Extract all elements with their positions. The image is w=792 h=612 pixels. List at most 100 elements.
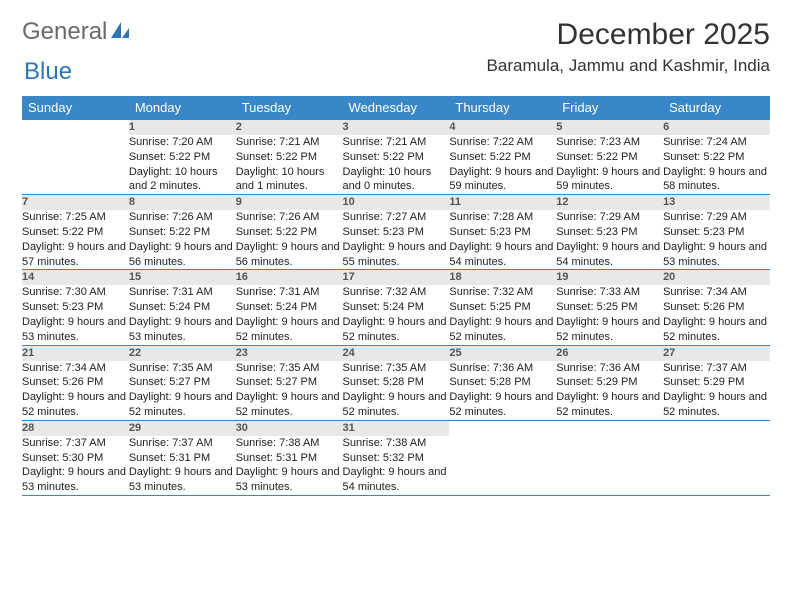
day-number: 28 bbox=[22, 420, 129, 435]
logo-text-blue: Blue bbox=[24, 58, 72, 85]
day-header: Monday bbox=[129, 96, 236, 120]
day-cell: Sunrise: 7:37 AMSunset: 5:29 PMDaylight:… bbox=[663, 361, 770, 421]
day-cell: Sunrise: 7:36 AMSunset: 5:29 PMDaylight:… bbox=[556, 361, 663, 421]
daylight-line: Daylight: 9 hours and 52 minutes. bbox=[129, 390, 236, 420]
sunrise-line: Sunrise: 7:37 AM bbox=[22, 436, 129, 451]
sunset-line: Sunset: 5:22 PM bbox=[663, 150, 770, 165]
day-header: Wednesday bbox=[343, 96, 450, 120]
daylight-line: Daylight: 9 hours and 53 minutes. bbox=[129, 315, 236, 345]
sunrise-line: Sunrise: 7:35 AM bbox=[236, 361, 343, 376]
day-number: 10 bbox=[343, 195, 450, 210]
day-number-blank bbox=[22, 120, 129, 135]
day-number: 26 bbox=[556, 345, 663, 360]
sunset-line: Sunset: 5:26 PM bbox=[663, 300, 770, 315]
day-cell: Sunrise: 7:26 AMSunset: 5:22 PMDaylight:… bbox=[129, 210, 236, 270]
sunrise-line: Sunrise: 7:21 AM bbox=[236, 135, 343, 150]
day-cell: Sunrise: 7:37 AMSunset: 5:31 PMDaylight:… bbox=[129, 436, 236, 496]
day-number-row: 78910111213 bbox=[22, 195, 770, 210]
day-cell: Sunrise: 7:27 AMSunset: 5:23 PMDaylight:… bbox=[343, 210, 450, 270]
day-cell-blank bbox=[22, 135, 129, 195]
sunset-line: Sunset: 5:22 PM bbox=[236, 225, 343, 240]
day-number: 17 bbox=[343, 270, 450, 285]
sunrise-line: Sunrise: 7:36 AM bbox=[449, 361, 556, 376]
sunset-line: Sunset: 5:23 PM bbox=[556, 225, 663, 240]
sunset-line: Sunset: 5:29 PM bbox=[556, 375, 663, 390]
day-number: 5 bbox=[556, 120, 663, 135]
day-number: 24 bbox=[343, 345, 450, 360]
day-cell: Sunrise: 7:22 AMSunset: 5:22 PMDaylight:… bbox=[449, 135, 556, 195]
sunrise-line: Sunrise: 7:32 AM bbox=[449, 285, 556, 300]
daylight-line: Daylight: 10 hours and 1 minutes. bbox=[236, 165, 343, 195]
sunset-line: Sunset: 5:28 PM bbox=[449, 375, 556, 390]
sunset-line: Sunset: 5:31 PM bbox=[129, 451, 236, 466]
day-cell-blank bbox=[556, 436, 663, 496]
daylight-line: Daylight: 9 hours and 52 minutes. bbox=[556, 390, 663, 420]
sunrise-line: Sunrise: 7:27 AM bbox=[343, 210, 450, 225]
day-cell: Sunrise: 7:24 AMSunset: 5:22 PMDaylight:… bbox=[663, 135, 770, 195]
day-cell: Sunrise: 7:29 AMSunset: 5:23 PMDaylight:… bbox=[556, 210, 663, 270]
sunset-line: Sunset: 5:23 PM bbox=[22, 300, 129, 315]
day-cell: Sunrise: 7:31 AMSunset: 5:24 PMDaylight:… bbox=[129, 285, 236, 345]
sunrise-line: Sunrise: 7:29 AM bbox=[556, 210, 663, 225]
daylight-line: Daylight: 9 hours and 56 minutes. bbox=[236, 240, 343, 270]
day-number: 12 bbox=[556, 195, 663, 210]
sunrise-line: Sunrise: 7:26 AM bbox=[236, 210, 343, 225]
sunrise-line: Sunrise: 7:34 AM bbox=[663, 285, 770, 300]
daylight-line: Daylight: 9 hours and 57 minutes. bbox=[22, 240, 129, 270]
day-number: 1 bbox=[129, 120, 236, 135]
sunset-line: Sunset: 5:24 PM bbox=[236, 300, 343, 315]
logo-text-general: General bbox=[22, 18, 107, 46]
day-header: Sunday bbox=[22, 96, 129, 120]
day-body-row: Sunrise: 7:37 AMSunset: 5:30 PMDaylight:… bbox=[22, 436, 770, 496]
sunset-line: Sunset: 5:22 PM bbox=[129, 225, 236, 240]
daylight-line: Daylight: 9 hours and 52 minutes. bbox=[236, 315, 343, 345]
daylight-line: Daylight: 9 hours and 55 minutes. bbox=[343, 240, 450, 270]
daylight-line: Daylight: 9 hours and 52 minutes. bbox=[663, 315, 770, 345]
day-cell: Sunrise: 7:35 AMSunset: 5:27 PMDaylight:… bbox=[236, 361, 343, 421]
daylight-line: Daylight: 10 hours and 0 minutes. bbox=[343, 165, 450, 195]
sunset-line: Sunset: 5:22 PM bbox=[236, 150, 343, 165]
daylight-line: Daylight: 9 hours and 59 minutes. bbox=[449, 165, 556, 195]
daylight-line: Daylight: 10 hours and 2 minutes. bbox=[129, 165, 236, 195]
sunrise-line: Sunrise: 7:31 AM bbox=[129, 285, 236, 300]
day-number: 29 bbox=[129, 420, 236, 435]
day-cell: Sunrise: 7:34 AMSunset: 5:26 PMDaylight:… bbox=[663, 285, 770, 345]
day-body-row: Sunrise: 7:25 AMSunset: 5:22 PMDaylight:… bbox=[22, 210, 770, 270]
sunset-line: Sunset: 5:27 PM bbox=[129, 375, 236, 390]
daylight-line: Daylight: 9 hours and 52 minutes. bbox=[556, 315, 663, 345]
sunrise-line: Sunrise: 7:29 AM bbox=[663, 210, 770, 225]
sunset-line: Sunset: 5:28 PM bbox=[343, 375, 450, 390]
daylight-line: Daylight: 9 hours and 52 minutes. bbox=[22, 390, 129, 420]
daylight-line: Daylight: 9 hours and 52 minutes. bbox=[343, 390, 450, 420]
daylight-line: Daylight: 9 hours and 53 minutes. bbox=[663, 240, 770, 270]
sunrise-line: Sunrise: 7:28 AM bbox=[449, 210, 556, 225]
day-number-row: 14151617181920 bbox=[22, 270, 770, 285]
sunrise-line: Sunrise: 7:24 AM bbox=[663, 135, 770, 150]
sunset-line: Sunset: 5:22 PM bbox=[556, 150, 663, 165]
sunset-line: Sunset: 5:23 PM bbox=[663, 225, 770, 240]
day-number: 8 bbox=[129, 195, 236, 210]
day-cell: Sunrise: 7:32 AMSunset: 5:25 PMDaylight:… bbox=[449, 285, 556, 345]
day-number-blank bbox=[449, 420, 556, 435]
day-number: 23 bbox=[236, 345, 343, 360]
day-cell: Sunrise: 7:35 AMSunset: 5:28 PMDaylight:… bbox=[343, 361, 450, 421]
day-number: 15 bbox=[129, 270, 236, 285]
title-block: December 2025 Baramula, Jammu and Kashmi… bbox=[487, 18, 770, 76]
day-header: Saturday bbox=[663, 96, 770, 120]
day-cell: Sunrise: 7:36 AMSunset: 5:28 PMDaylight:… bbox=[449, 361, 556, 421]
sunrise-line: Sunrise: 7:35 AM bbox=[343, 361, 450, 376]
day-cell: Sunrise: 7:28 AMSunset: 5:23 PMDaylight:… bbox=[449, 210, 556, 270]
day-number: 31 bbox=[343, 420, 450, 435]
sunset-line: Sunset: 5:22 PM bbox=[449, 150, 556, 165]
sunset-line: Sunset: 5:22 PM bbox=[343, 150, 450, 165]
day-number-blank bbox=[663, 420, 770, 435]
sunset-line: Sunset: 5:26 PM bbox=[22, 375, 129, 390]
sunrise-line: Sunrise: 7:23 AM bbox=[556, 135, 663, 150]
day-number: 11 bbox=[449, 195, 556, 210]
day-cell-blank bbox=[663, 436, 770, 496]
day-header: Tuesday bbox=[236, 96, 343, 120]
day-body-row: Sunrise: 7:20 AMSunset: 5:22 PMDaylight:… bbox=[22, 135, 770, 195]
daylight-line: Daylight: 9 hours and 58 minutes. bbox=[663, 165, 770, 195]
day-number: 13 bbox=[663, 195, 770, 210]
sunset-line: Sunset: 5:27 PM bbox=[236, 375, 343, 390]
